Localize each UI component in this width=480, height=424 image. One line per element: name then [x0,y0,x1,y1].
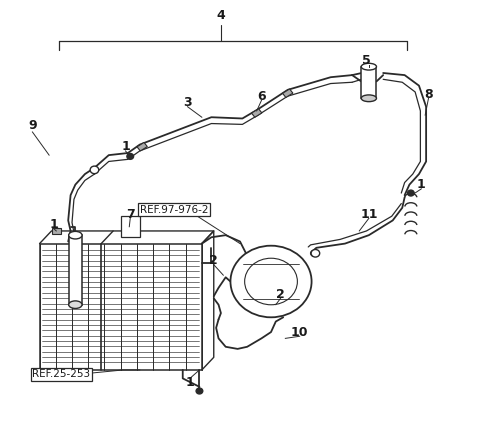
Ellipse shape [69,232,82,239]
Circle shape [245,258,298,305]
Text: REF.25-253: REF.25-253 [33,369,91,379]
Text: REF.97-976-2: REF.97-976-2 [140,205,208,215]
Circle shape [90,166,99,174]
Text: 7: 7 [126,208,134,220]
Circle shape [230,245,312,317]
Ellipse shape [361,95,376,102]
Text: 9: 9 [28,119,37,132]
Bar [283,89,293,98]
Text: 1: 1 [417,178,426,191]
Text: 8: 8 [424,88,433,100]
Text: 5: 5 [362,54,371,67]
Circle shape [91,167,98,173]
Text: 1: 1 [185,376,194,389]
Circle shape [311,250,317,256]
Circle shape [196,388,203,394]
Text: 6: 6 [257,89,266,103]
Bar [252,109,262,117]
Bar [137,142,147,151]
Circle shape [127,153,133,159]
Circle shape [408,190,414,196]
Ellipse shape [361,63,376,70]
Circle shape [311,249,320,257]
Text: 10: 10 [291,326,309,338]
Text: 1: 1 [49,218,58,231]
Bar [69,235,82,305]
Text: 1: 1 [121,140,130,153]
Bar [39,244,202,370]
Text: 11: 11 [360,208,378,220]
Text: 2: 2 [276,287,285,301]
Text: 4: 4 [216,9,225,22]
Bar [52,228,60,234]
Text: 3: 3 [183,96,192,109]
Ellipse shape [69,301,82,308]
Bar [361,67,376,98]
Text: 2: 2 [209,254,218,267]
Bar [120,216,140,237]
Circle shape [53,228,60,234]
